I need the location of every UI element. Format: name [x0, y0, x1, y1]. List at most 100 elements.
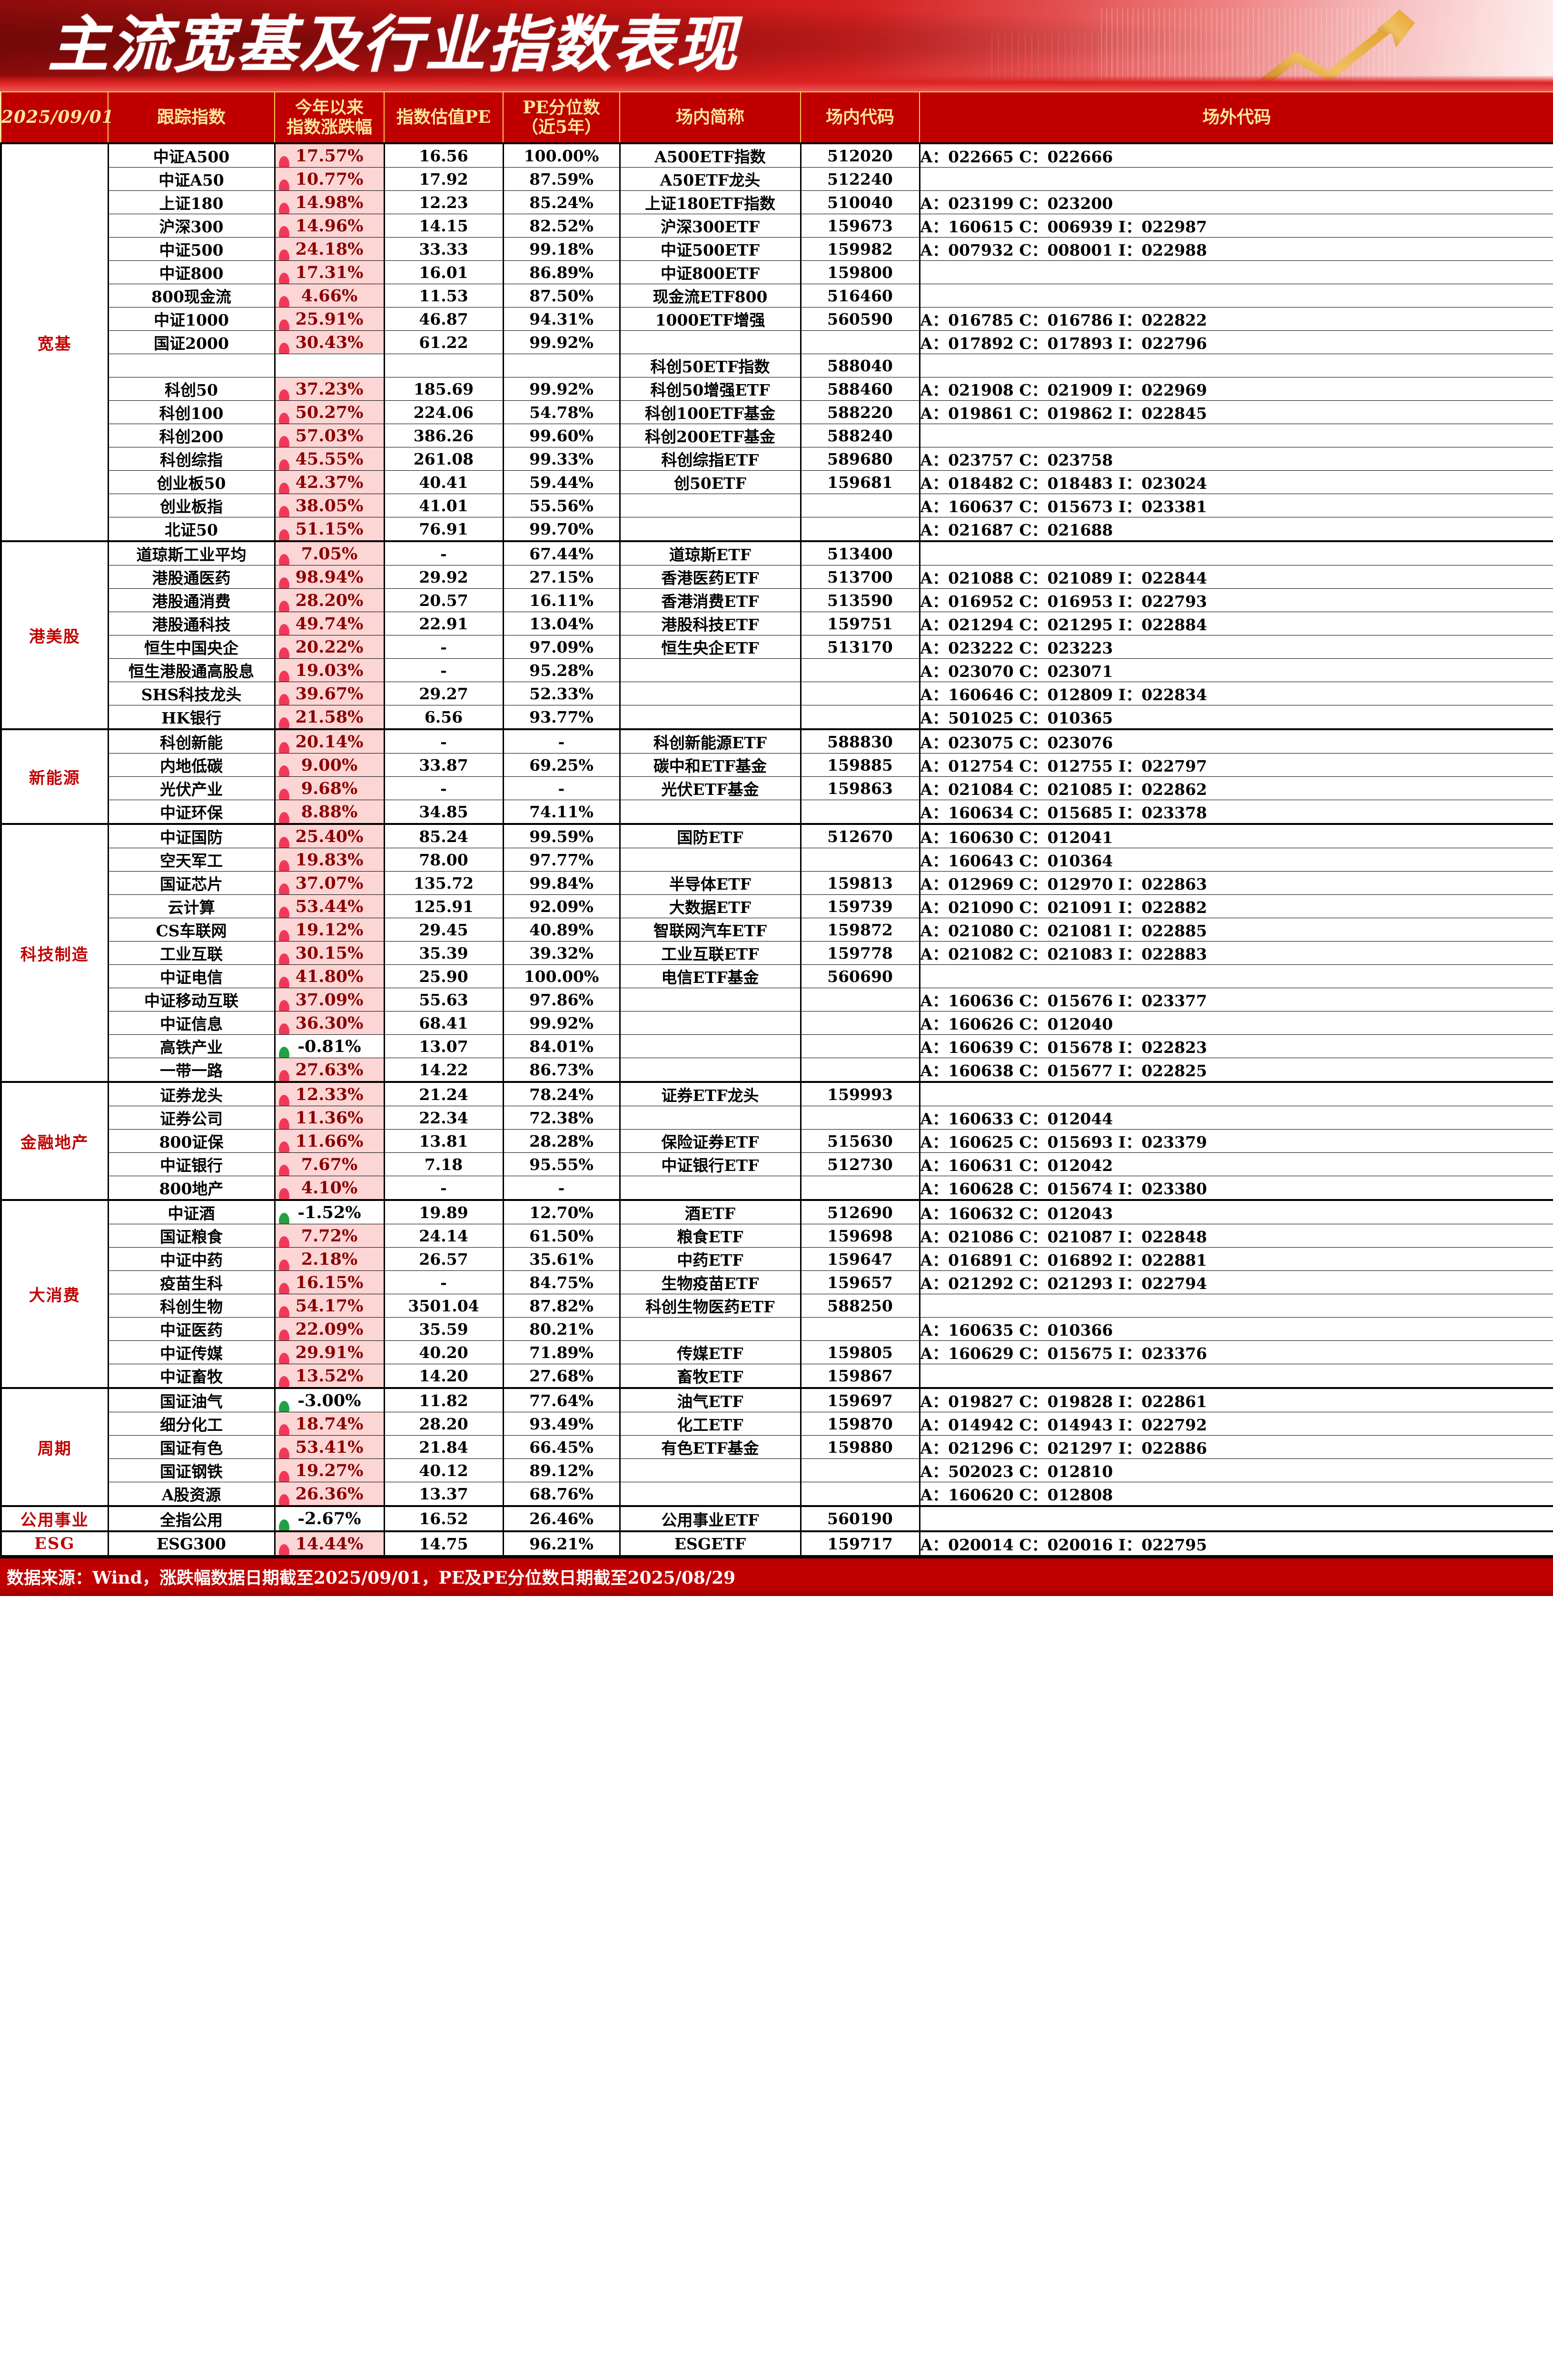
pe-percentile-cell: 85.24% — [502, 190, 621, 214]
onshore-name-cell: 香港消费ETF — [619, 588, 801, 612]
up-marker-icon — [278, 1544, 289, 1554]
table-row: 中证中药 2.18% 26.57 35.61% 中药ETF 159647 A：016891 … — [1, 1247, 1553, 1271]
onshore-code-cell: 159872 — [800, 918, 920, 942]
change-cell: 27.63% — [274, 1058, 385, 1083]
onshore-name-cell: 道琼斯ETF — [619, 540, 801, 565]
onshore-name-cell: 保险证券ETF — [619, 1129, 801, 1153]
index-name-cell: 细分化工 — [107, 1412, 276, 1436]
up-marker-icon — [278, 1306, 289, 1317]
offshore-code-cell: A：016952 C：016953 I：022793 — [919, 588, 1553, 612]
up-marker-icon — [278, 1494, 289, 1505]
pe-cell: 17.92 — [383, 167, 504, 191]
offshore-code-cell: A：160632 C：012043 — [919, 1199, 1553, 1224]
up-marker-icon — [278, 1471, 289, 1482]
pe-cell: 46.87 — [383, 307, 504, 331]
offshore-code-cell: A：160631 C：012042 — [919, 1152, 1553, 1176]
pe-percentile-cell — [502, 354, 621, 377]
data-source-text: 数据来源：Wind，涨跌幅数据日期截至2025/09/01，PE及PE分位数日期… — [7, 1568, 736, 1588]
change-value: 17.57% — [295, 146, 364, 166]
offshore-code-cell: A：021088 C：021089 I：022844 — [919, 565, 1553, 589]
index-name-cell: SHS科技龙头 — [107, 682, 276, 705]
table-row: 中证环保 8.88% 34.85 74.11% A：160634 C：015685 I：… — [1, 800, 1553, 825]
index-name-cell: 港股通医药 — [107, 565, 276, 589]
banner-fade — [0, 75, 1553, 91]
category-cell: 金融地产 — [0, 1081, 109, 1200]
up-marker-icon — [278, 179, 289, 190]
change-cell: 14.44% — [274, 1530, 385, 1557]
index-name-cell: 中证环保 — [107, 800, 276, 825]
onshore-code-cell: 512020 — [800, 142, 920, 168]
change-cell: 14.98% — [274, 190, 385, 214]
change-cell: 19.12% — [274, 918, 385, 942]
change-value: 12.33% — [295, 1084, 364, 1104]
onshore-code-cell — [800, 1176, 920, 1201]
change-value: 8.88% — [301, 802, 358, 822]
index-name-cell: 中证电信 — [107, 964, 276, 988]
table-row: 科创生物 54.17% 3501.04 87.82% 科创生物医药ETF 588250 — [1, 1294, 1553, 1318]
up-marker-icon — [278, 1000, 289, 1011]
category-cell: 周期 — [0, 1387, 109, 1507]
onshore-name-cell — [619, 1482, 801, 1507]
onshore-code-cell — [800, 988, 920, 1012]
table-row: 恒生港股通高股息 19.03% -95.28% A：023070 C：023071 — [1, 658, 1553, 682]
change-cell: 2.18% — [274, 1247, 385, 1271]
header-offshore-code: 场外代码 — [919, 91, 1553, 144]
category-cell: 宽基 — [0, 142, 109, 542]
onshore-code-cell — [800, 1011, 920, 1035]
change-cell: 17.31% — [274, 260, 385, 284]
onshore-code-cell: 513590 — [800, 588, 920, 612]
up-marker-icon — [278, 577, 289, 588]
header-pe: 指数估值PE — [384, 91, 504, 144]
table-row: 科创50ETF指数 588040 — [1, 354, 1553, 377]
index-name-cell: 中证中药 — [107, 1247, 276, 1271]
offshore-code-cell — [919, 260, 1553, 284]
onshore-code-cell: 515630 — [800, 1129, 920, 1153]
offshore-code-cell: A：160646 C：012809 I：022834 — [919, 682, 1553, 705]
index-name-cell: 创业板指 — [107, 494, 276, 517]
index-name-cell: 港股通消费 — [107, 588, 276, 612]
change-cell: 25.91% — [274, 307, 385, 331]
table-row: 中证电信 41.80% 25.90 100.00% 电信ETF基金 560690 — [1, 964, 1553, 988]
change-value: 19.03% — [295, 660, 364, 680]
index-name-cell: 内地低碳 — [107, 753, 276, 777]
offshore-code-cell: A：501025 C：010365 — [919, 705, 1553, 730]
pe-cell: - — [383, 635, 504, 659]
onshore-code-cell: 512240 — [800, 167, 920, 191]
onshore-name-cell — [619, 1058, 801, 1083]
change-value: 36.30% — [295, 1013, 364, 1033]
table-body: 宽基 中证A500 17.57% 16.56 100.00% A500ETF指数 51202… — [0, 142, 1553, 1557]
onshore-code-cell: 512670 — [800, 823, 920, 848]
pe-cell: 16.01 — [383, 260, 504, 284]
onshore-code-cell: 510040 — [800, 190, 920, 214]
offshore-code-cell: A：021296 C：021297 I：022886 — [919, 1435, 1553, 1459]
offshore-code-cell: A：023757 C：023758 — [919, 447, 1553, 471]
pe-percentile-cell: 12.70% — [502, 1199, 621, 1224]
header-pct-line1: PE分位数 — [523, 98, 600, 118]
onshore-name-cell: 公用事业ETF — [619, 1505, 801, 1532]
pe-percentile-cell: 52.33% — [502, 682, 621, 705]
header-change: 今年以来 指数涨跌幅 — [274, 91, 385, 144]
onshore-name-cell — [619, 658, 801, 682]
change-value: 37.23% — [295, 379, 364, 399]
offshore-code-cell: A：018482 C：018483 I：023024 — [919, 470, 1553, 494]
index-name-cell: 国证油气 — [107, 1387, 276, 1412]
header-onshore-name: 场内简称 — [619, 91, 801, 144]
pe-cell: - — [383, 658, 504, 682]
onshore-code-cell: 159993 — [800, 1081, 920, 1106]
pe-cell: 29.27 — [383, 682, 504, 705]
offshore-code-cell: A：023075 C：023076 — [919, 728, 1553, 754]
onshore-code-cell: 159885 — [800, 753, 920, 777]
change-cell: 36.30% — [274, 1011, 385, 1035]
up-marker-icon — [278, 812, 289, 823]
up-marker-icon — [278, 1424, 289, 1435]
pe-cell: 21.84 — [383, 1435, 504, 1459]
up-marker-icon — [278, 883, 289, 894]
pe-cell: 135.72 — [383, 871, 504, 895]
pe-cell: 61.22 — [383, 330, 504, 354]
change-value: 42.37% — [295, 472, 364, 492]
pe-percentile-cell: 97.77% — [502, 848, 621, 872]
up-marker-icon — [278, 1095, 289, 1106]
table-row: 中证银行 7.67% 7.18 95.55% 中证银行ETF 512730 A：160631… — [1, 1152, 1553, 1176]
table-row: 空天军工 19.83% 78.00 97.77% A：160643 C：010364 — [1, 848, 1553, 872]
change-value: 4.10% — [301, 1178, 358, 1198]
